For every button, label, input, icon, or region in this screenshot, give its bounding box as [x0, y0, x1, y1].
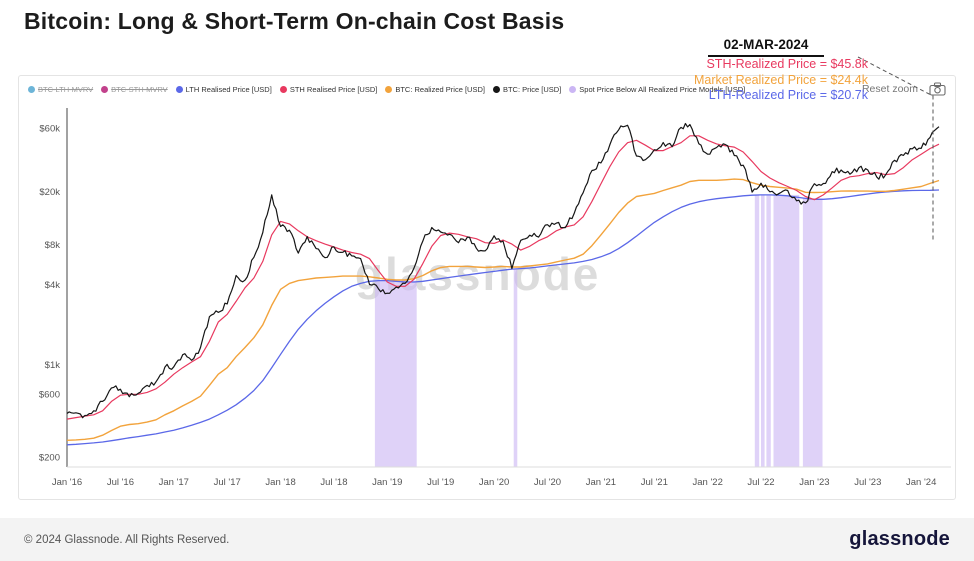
legend-dot [175, 85, 183, 93]
annotation-value-line: Market Realized Price = $24.4k [693, 72, 868, 87]
legend-dot [28, 85, 35, 93]
legend-dot [101, 85, 109, 93]
y-tick-label: $200 [39, 453, 60, 464]
camera-icon[interactable] [929, 82, 946, 96]
legend-dot [569, 85, 577, 93]
x-tick-label: Jan '20 [479, 477, 509, 488]
spot-below-band [754, 195, 760, 467]
legend-item[interactable]: BTC: Realized Price [USD] [385, 85, 485, 94]
series-line-lth-realised-price-usd- [66, 189, 940, 446]
x-tick-label: Jul '20 [534, 477, 561, 488]
x-tick-label: Jul '19 [427, 477, 454, 488]
x-tick-label: Jan '24 [906, 477, 936, 488]
legend-item[interactable]: BTC-STH-MVRV [101, 85, 168, 94]
x-tick-label: Jul '23 [854, 477, 881, 488]
x-tick-label: Jul '22 [747, 477, 774, 488]
legend-item[interactable]: STH Realised Price [USD] [279, 84, 378, 94]
y-tick-label: $4k [45, 280, 61, 291]
legend-label: BTC-LTH-MVRV [38, 84, 94, 94]
legend-item[interactable]: LTH Realised Price [USD] [175, 84, 272, 94]
x-tick-label: Jan '21 [586, 477, 616, 488]
annotation-value-line: STH-Realized Price = $45.8k [706, 57, 868, 71]
page-title: Bitcoin: Long & Short-Term On-chain Cost… [24, 8, 565, 34]
series-line-sth-realised-price-usd- [66, 135, 940, 420]
legend-label: BTC-STH-MVRV [111, 84, 168, 94]
annotation-value-line: LTH-Realized Price = $20.7k [708, 88, 868, 102]
legend-label: BTC: Realized Price [USD] [395, 84, 485, 94]
y-tick-label: $8k [45, 240, 61, 251]
x-tick-label: Jan '22 [693, 477, 723, 488]
x-tick-label: Jul '16 [107, 477, 134, 488]
legend-right: Reset zoom [862, 82, 946, 96]
plot-area[interactable]: glassnode $60k $20k $8k $4k $1k $600 $200 Jan '… [19, 102, 955, 494]
x-tick-label: Jul '17 [214, 477, 241, 488]
footer: © 2024 Glassnode. All Rights Reserved. g… [0, 518, 974, 561]
y-tick-label: $60k [39, 124, 60, 135]
x-tick-label: Jan '19 [372, 477, 402, 488]
spot-below-band [761, 194, 765, 467]
copyright: © 2024 Glassnode. All Rights Reserved. [24, 533, 230, 546]
x-tick-label: Jul '18 [320, 477, 347, 488]
reset-zoom-button[interactable]: Reset zoom [861, 83, 918, 95]
spot-below-band [513, 269, 518, 467]
spot-below-band [374, 280, 417, 467]
legend-label: LTH Realised Price [USD] [185, 84, 272, 94]
x-tick-label: Jan '23 [799, 477, 829, 488]
legend-dot [279, 85, 287, 93]
annotation-callout: 02-MAR-2024 STH-Realized Price = $45.8k M… [664, 36, 868, 104]
legend-dot [385, 85, 393, 93]
legend-item[interactable]: BTC: Price [USD] [492, 84, 562, 94]
y-tick-label: $600 [39, 389, 60, 400]
x-tick-label: Jan '16 [52, 477, 82, 488]
legend-item[interactable]: BTC-LTH-MVRV [28, 85, 93, 94]
spot-below-band [773, 194, 800, 467]
legend-label: BTC: Price [USD] [502, 84, 562, 94]
legend-label: STH Realised Price [USD] [289, 84, 378, 94]
chart-canvas[interactable]: $60k $20k $8k $4k $1k $600 $200 Jan '16 Jul '16 J… [19, 102, 955, 494]
legend-item[interactable]: Spot Price Below All Realized Price Mode… [569, 85, 745, 94]
y-tick-label: $20k [39, 187, 60, 198]
glassnode-logo: glassnode [849, 528, 950, 550]
legend-items: BTC-LTH-MVRV BTC-STH-MVRV LTH Realised Pri… [28, 85, 753, 94]
chart-card: BTC-LTH-MVRV BTC-STH-MVRV LTH Realised Pri… [18, 75, 956, 500]
legend-dot [492, 85, 500, 93]
legend-label: Spot Price Below All Realized Price Mode… [579, 84, 746, 94]
y-tick-label: $1k [45, 360, 61, 371]
series-line-btc-price-usd- [66, 122, 940, 419]
spot-below-band [802, 198, 823, 467]
x-tick-label: Jan '18 [265, 477, 295, 488]
annotation-date: 02-MAR-2024 [707, 37, 825, 57]
spot-below-band [766, 194, 771, 467]
x-tick-label: Jul '21 [641, 477, 668, 488]
x-tick-label: Jan '17 [159, 477, 189, 488]
annotation-lines: STH-Realized Price = $45.8k Market Realiz… [664, 57, 868, 104]
